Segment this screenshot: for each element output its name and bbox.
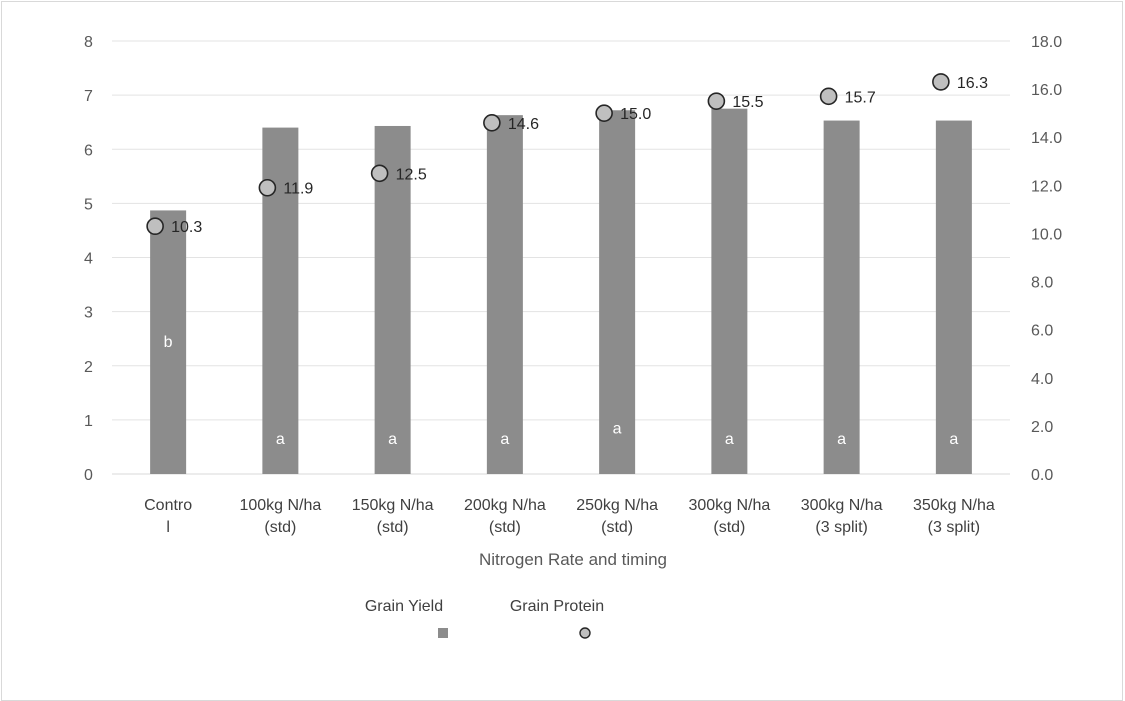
category-label: (std) xyxy=(489,519,521,536)
legend-label: Grain Protein xyxy=(510,598,604,615)
legend-swatch-marker xyxy=(579,627,591,639)
protein-data-label: 14.6 xyxy=(508,116,539,133)
significance-label: a xyxy=(500,431,509,448)
right-axis-tick-label: 16.0 xyxy=(1031,82,1062,99)
protein-marker xyxy=(258,178,277,197)
category-label: (3 split) xyxy=(815,519,867,536)
left-axis-tick-label: 5 xyxy=(84,196,93,213)
left-axis-tick-label: 3 xyxy=(84,305,93,322)
significance-label: a xyxy=(949,431,958,448)
protein-marker xyxy=(595,104,613,122)
protein-data-label: 10.3 xyxy=(171,219,202,236)
significance-label: a xyxy=(837,431,846,448)
significance-label: a xyxy=(613,420,622,437)
right-axis-tick-label: 8.0 xyxy=(1031,275,1053,292)
category-label: 300kg N/ha xyxy=(688,497,770,514)
protein-data-label: 12.5 xyxy=(396,166,427,183)
protein-marker xyxy=(932,73,950,91)
yield-bar xyxy=(935,120,972,474)
yield-bar xyxy=(150,210,187,474)
right-axis-tick-label: 10.0 xyxy=(1031,226,1062,243)
protein-marker xyxy=(707,92,726,110)
right-axis-tick-label: 2.0 xyxy=(1031,419,1053,436)
left-axis-tick-label: 2 xyxy=(84,359,93,376)
significance-label: a xyxy=(725,431,734,448)
protein-marker xyxy=(483,113,501,132)
protein-data-label: 15.0 xyxy=(620,106,651,123)
legend-label: Grain Yield xyxy=(365,598,443,615)
category-label: 150kg N/ha xyxy=(352,497,434,514)
category-label: 300kg N/ha xyxy=(801,497,883,514)
left-axis-tick-label: 0 xyxy=(84,467,93,484)
yield-bar xyxy=(374,125,411,474)
significance-label: b xyxy=(164,334,173,351)
protein-marker xyxy=(146,217,164,236)
protein-marker xyxy=(819,87,838,106)
chart-svg: 0 1 2 3 4 5 6 7 8 0.0 2.0 4.0 6.0 8.0 10.0 12.0 14.0 16.0… xyxy=(84,34,1062,639)
left-axis-tick-label: 1 xyxy=(84,413,93,430)
category-label: (std) xyxy=(377,519,409,536)
left-axis-tick-label: 4 xyxy=(84,251,93,268)
yield-bar xyxy=(823,120,860,474)
right-axis-tick-label: 14.0 xyxy=(1031,130,1062,147)
right-axis-tick-label: 18.0 xyxy=(1031,34,1062,51)
left-axis-tick-label: 8 xyxy=(84,34,93,51)
category-label: (3 split) xyxy=(928,519,980,536)
category-label: Contro xyxy=(144,497,192,514)
significance-label: a xyxy=(388,431,397,448)
protein-data-label: 15.7 xyxy=(845,89,876,106)
category-label: l xyxy=(166,519,170,536)
protein-data-label: 15.5 xyxy=(732,94,763,111)
right-axis-tick-label: 4.0 xyxy=(1031,371,1053,388)
category-label: 350kg N/ha xyxy=(913,497,995,514)
protein-marker xyxy=(370,164,389,183)
category-label: 250kg N/ha xyxy=(576,497,658,514)
yield-bar xyxy=(599,110,636,474)
right-axis-tick-label: 0.0 xyxy=(1031,467,1053,484)
x-axis-title: Nitrogen Rate and timing xyxy=(479,550,667,569)
right-axis-tick-label: 12.0 xyxy=(1031,178,1062,195)
yield-bar xyxy=(486,115,523,475)
category-label: (std) xyxy=(601,519,633,536)
category-label: 200kg N/ha xyxy=(464,497,546,514)
right-axis-tick-label: 6.0 xyxy=(1031,323,1053,340)
protein-data-label: 11.9 xyxy=(283,181,313,198)
category-label: 100kg N/ha xyxy=(239,497,321,514)
yield-bar xyxy=(711,108,748,474)
category-label: (std) xyxy=(713,519,745,536)
significance-label: a xyxy=(276,431,285,448)
left-axis-tick-label: 6 xyxy=(84,142,93,159)
legend-swatch-bar xyxy=(438,628,448,638)
category-label: (std) xyxy=(264,519,296,536)
left-axis-tick-label: 7 xyxy=(84,88,93,105)
protein-data-label: 16.3 xyxy=(957,75,988,92)
